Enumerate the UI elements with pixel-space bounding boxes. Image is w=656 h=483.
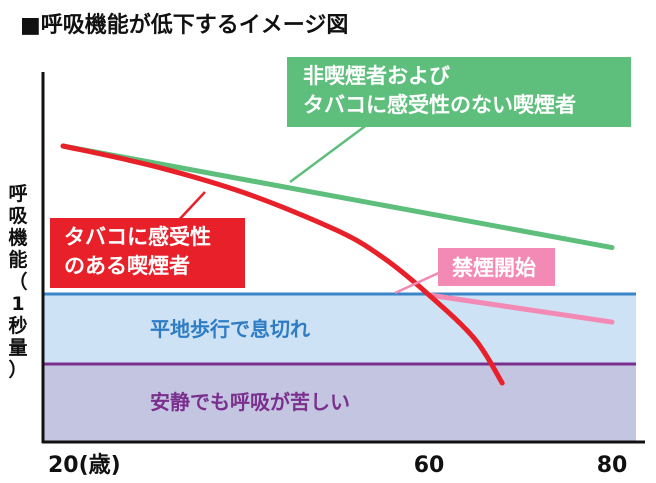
band-resting-breathless — [43, 364, 636, 442]
annotation-red-line2: のある喫煙者 — [64, 254, 190, 278]
y-label-char: 能 — [8, 248, 27, 271]
band-walking-breathless — [43, 294, 636, 364]
series-susceptible-smoker-line — [60, 143, 505, 386]
annotation-red-line1: タバコに感受性 — [64, 225, 211, 249]
y-label-char: 機 — [8, 226, 27, 249]
y-label-char: ） — [8, 358, 27, 381]
leader-pink — [394, 268, 446, 295]
y-label-char: （ — [8, 270, 27, 293]
annotation-pink-box — [438, 248, 555, 286]
leader-green — [289, 122, 369, 184]
x-tick-label: 60 — [414, 453, 445, 478]
y-label-char: 呼 — [8, 183, 27, 205]
annotation-green-box — [287, 57, 631, 127]
band-purple-label: 安静でも呼吸が苦しい — [150, 390, 350, 414]
y-label-char: 吸 — [8, 205, 28, 227]
x-tick-label: 80 — [597, 453, 628, 478]
x-tick-label: 20(歳) — [48, 453, 121, 478]
annotation-green-line1: 非喫煙者および — [303, 64, 450, 88]
series-group — [60, 143, 615, 386]
y-axis-label: 呼吸機能（1秒量） — [8, 183, 28, 381]
chart-title: ■呼吸機能が低下するイメージ図 — [20, 12, 348, 38]
y-label-char: 量 — [8, 337, 27, 359]
y-label-char: 1 — [11, 293, 24, 315]
annotation-red-box — [50, 218, 245, 288]
annotation-green-line2: タバコに感受性のない喫煙者 — [303, 93, 576, 117]
annotation-pink-label: 禁煙開始 — [452, 256, 536, 280]
band-blue-label: 平地歩行で息切れ — [150, 317, 310, 341]
series-quit-smoking-line — [426, 292, 615, 325]
x-tick-labels: 20(歳) 60 80 — [48, 453, 627, 478]
y-label-char: 秒 — [8, 314, 27, 337]
series-nonsmoker-line — [60, 143, 615, 251]
